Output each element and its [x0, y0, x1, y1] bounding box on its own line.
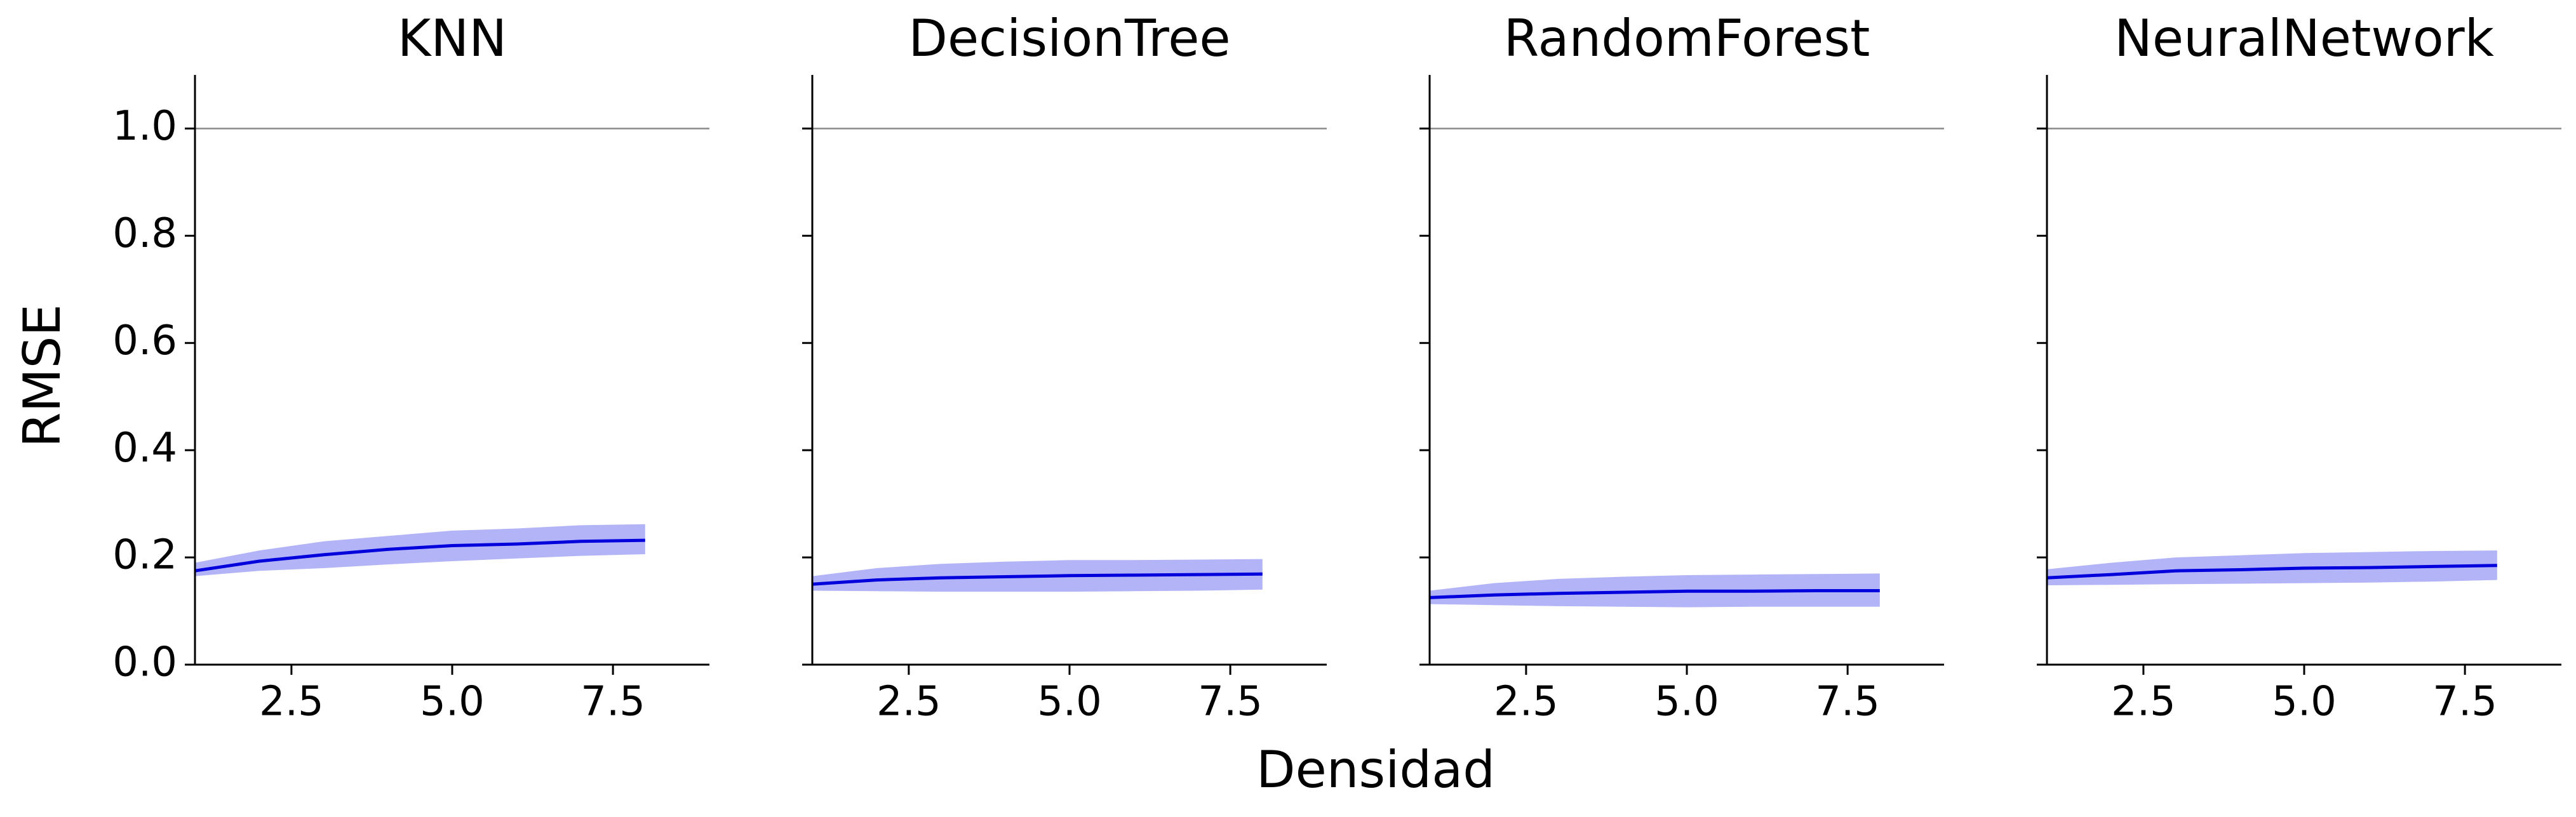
y-axis-label: RMSE: [13, 304, 72, 448]
x-tick-label: 5.0: [420, 679, 485, 726]
subplot-decisiontree: DecisionTree 2.5 5.0 7.5: [802, 9, 1327, 726]
y-tick-label: 1.0: [112, 103, 177, 150]
x-axis-label: Densidad: [1256, 740, 1495, 799]
x-tick-label: 2.5: [259, 679, 324, 726]
x-tick-label: 2.5: [2111, 679, 2176, 726]
x-tick-label: 7.5: [580, 679, 645, 726]
y-tick-label: 0.2: [112, 532, 177, 579]
y-tick-label: 0.0: [112, 639, 177, 686]
y-tick-label: 0.4: [112, 425, 177, 472]
x-tick-label: 5.0: [1037, 679, 1102, 726]
y-tick-label: 0.6: [112, 317, 177, 364]
x-tick-label: 7.5: [1815, 679, 1880, 726]
y-tick-label: 0.8: [112, 210, 177, 257]
panel-title: RandomForest: [1504, 9, 1870, 68]
series-line: [2046, 564, 2497, 580]
series-line: [194, 538, 645, 573]
x-tick-label: 5.0: [2272, 679, 2337, 726]
panel-title: KNN: [398, 9, 507, 68]
panel-title: DecisionTree: [908, 9, 1230, 68]
subplot-knn: KNN 0.0 0.2 0.4 0.6 0.8 1.0 2.5 5.0 7.5: [112, 9, 709, 726]
confidence-band: [195, 524, 645, 576]
x-tick-label: 7.5: [1198, 679, 1263, 726]
panel-title: NeuralNetwork: [2114, 9, 2495, 68]
x-tick-label: 2.5: [876, 679, 941, 726]
subplot-neuralnetwork: NeuralNetwork 2.5 5.0 7.5: [2037, 9, 2561, 726]
series-line: [1429, 589, 1880, 599]
x-tick-label: 5.0: [1654, 679, 1719, 726]
x-tick-label: 2.5: [1494, 679, 1559, 726]
series-line: [812, 572, 1263, 586]
x-tick-label: 7.5: [2432, 679, 2497, 726]
subplot-randomforest: RandomForest 2.5 5.0 7.5: [1419, 9, 1944, 726]
